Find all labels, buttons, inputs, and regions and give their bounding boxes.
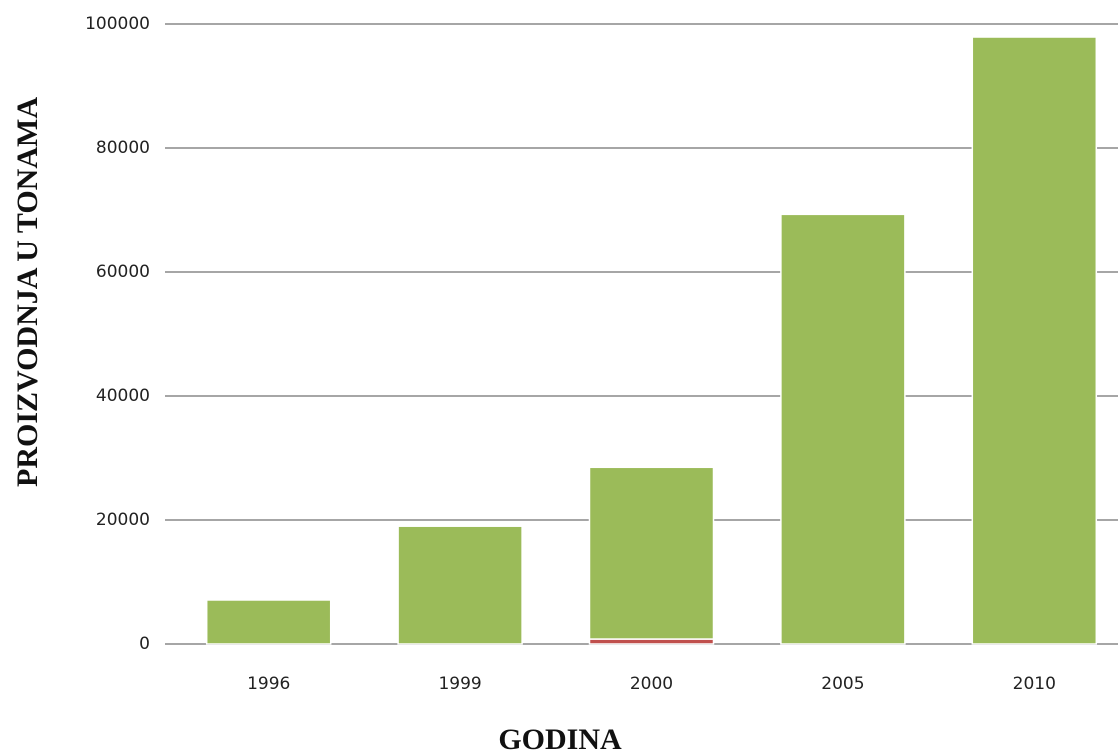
x-tick-label: 1996	[247, 674, 290, 694]
bar	[780, 213, 906, 645]
y-tick-label: 80000	[96, 138, 150, 158]
x-tick-label: 1999	[438, 674, 481, 694]
bar	[971, 36, 1098, 645]
x-axis-title: GODINA	[498, 723, 622, 756]
x-tick-label: 2010	[1013, 674, 1056, 694]
bar	[588, 466, 715, 640]
y-tick-label: 100000	[85, 14, 150, 34]
y-tick-label: 0	[139, 634, 150, 654]
bar	[205, 599, 332, 645]
x-tick-label: 2005	[821, 674, 864, 694]
y-axis-title: PROIZVODNJA U TONAMA	[11, 97, 44, 487]
y-tick-label: 60000	[96, 262, 150, 282]
y-tick-label: 20000	[96, 510, 150, 530]
y-tick-label: 40000	[96, 386, 150, 406]
x-tick-label: 2000	[630, 674, 673, 694]
bar	[397, 525, 523, 645]
